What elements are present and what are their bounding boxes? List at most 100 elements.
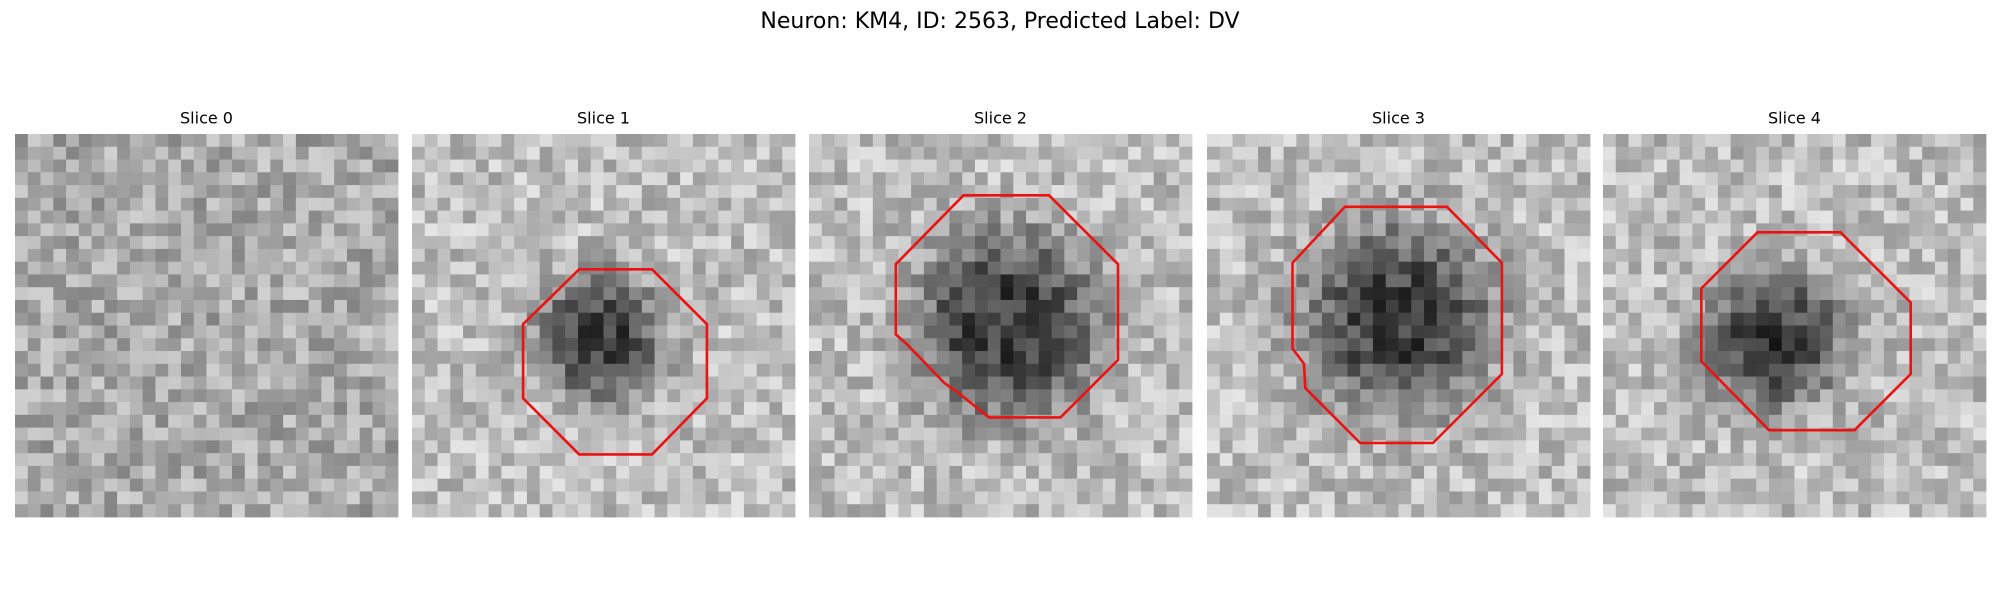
pixel	[450, 363, 464, 377]
pixel	[244, 223, 258, 237]
pixel	[1564, 185, 1578, 199]
pixel	[1360, 338, 1374, 352]
pixel	[731, 210, 745, 224]
pixel	[180, 261, 195, 275]
pixel	[180, 325, 195, 339]
pixel	[1730, 274, 1744, 288]
pixel	[1064, 338, 1078, 352]
pixel	[923, 172, 938, 186]
pixel	[860, 185, 874, 199]
pixel	[1360, 402, 1374, 416]
pixel	[1896, 389, 1910, 403]
pixel	[475, 261, 489, 275]
pixel	[219, 134, 233, 148]
pixel	[1820, 287, 1834, 301]
pixel	[872, 210, 886, 224]
pixel	[1038, 402, 1052, 416]
pixel	[117, 210, 131, 224]
pixel	[1692, 389, 1706, 403]
pixel	[488, 440, 502, 454]
pixel	[565, 453, 579, 467]
pixel	[1436, 223, 1450, 237]
pixel	[1768, 504, 1783, 518]
pixel	[1334, 363, 1348, 377]
pixel	[1641, 134, 1655, 148]
pixel	[1347, 223, 1361, 237]
pixel	[1743, 210, 1757, 224]
pixel	[1858, 453, 1872, 467]
pixel	[1283, 414, 1297, 429]
pixel	[15, 351, 29, 365]
pixel	[1781, 351, 1795, 365]
pixel	[1179, 402, 1193, 416]
pixel	[743, 465, 758, 480]
pixel	[501, 299, 515, 314]
pixel	[1000, 146, 1014, 160]
pixel	[1820, 159, 1834, 173]
pixel	[872, 248, 886, 263]
pixel	[1064, 440, 1078, 454]
pixel	[616, 312, 630, 326]
pixel	[232, 351, 246, 365]
pixel	[616, 287, 630, 301]
pixel	[629, 363, 643, 377]
pixel	[1526, 172, 1540, 186]
pixel	[731, 287, 745, 301]
pixel	[193, 210, 207, 224]
pixel	[1628, 478, 1642, 492]
pixel	[1526, 261, 1540, 275]
pixel	[155, 223, 169, 237]
pixel	[809, 261, 823, 275]
pixel	[1140, 478, 1155, 492]
pixel	[1858, 274, 1872, 288]
pixel	[641, 185, 655, 199]
pixel	[1321, 299, 1336, 314]
pixel	[616, 299, 630, 314]
pixel	[1258, 504, 1272, 518]
pixel	[1705, 261, 1719, 275]
pixel	[334, 236, 348, 250]
pixel	[1973, 376, 1987, 390]
pixel	[1026, 299, 1040, 314]
pixel	[860, 453, 874, 467]
pixel	[1207, 210, 1221, 224]
pixel	[1717, 325, 1732, 339]
pixel	[1794, 312, 1808, 326]
pixel	[898, 402, 912, 416]
pixel	[1883, 453, 1898, 467]
pixel	[91, 274, 105, 288]
pixel	[1858, 261, 1872, 275]
pixel	[987, 172, 1001, 186]
pixel	[885, 427, 899, 441]
pixel	[334, 172, 348, 186]
pixel	[885, 376, 899, 390]
pixel	[257, 197, 271, 211]
pixel	[1424, 134, 1438, 148]
pixel	[412, 363, 426, 377]
pixel	[565, 338, 579, 352]
pixel	[1398, 338, 1412, 352]
pixel	[27, 248, 41, 263]
pixel	[1258, 197, 1272, 211]
pixel	[552, 261, 566, 275]
pixel	[1411, 402, 1425, 416]
pixel	[526, 351, 541, 365]
pixel	[78, 312, 92, 326]
pixel	[1398, 504, 1412, 518]
pixel	[885, 351, 899, 365]
pixel	[1347, 363, 1361, 377]
pixel	[27, 197, 41, 211]
pixel	[565, 504, 579, 518]
pixel	[206, 312, 220, 326]
pixel	[692, 351, 707, 365]
pixel	[168, 453, 182, 467]
pixel	[692, 172, 707, 186]
pixel	[1258, 236, 1272, 250]
pixel	[1115, 159, 1129, 173]
pixel	[667, 465, 681, 480]
pixel	[142, 248, 156, 263]
pixel	[1115, 491, 1129, 505]
pixel	[692, 491, 707, 505]
pixel	[1411, 274, 1425, 288]
pixel	[898, 325, 912, 339]
